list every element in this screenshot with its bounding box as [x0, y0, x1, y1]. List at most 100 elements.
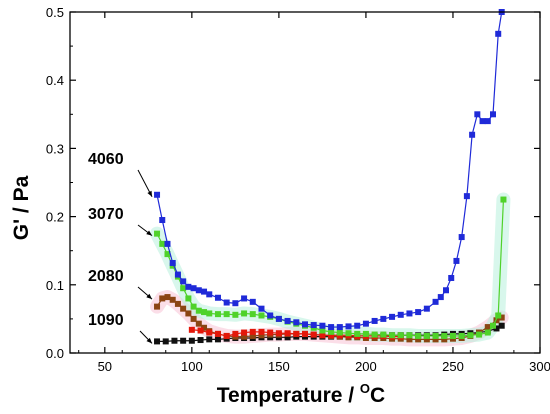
y-tick-label-4: 0.4	[46, 73, 64, 88]
series-4-point-40	[453, 257, 460, 264]
series-4-point-37	[437, 294, 444, 301]
series-1-point-33	[406, 336, 413, 343]
x-tick-label-0: 50	[98, 359, 112, 374]
series-2-point-3	[214, 330, 221, 337]
series-3-point-6	[185, 295, 192, 302]
series-4-point-41	[458, 234, 465, 241]
series-4-point-42	[463, 193, 470, 200]
series-2-point-0	[188, 326, 195, 333]
series-2-point-6	[241, 329, 248, 336]
series-3-point-45	[500, 196, 507, 203]
series-4-point-0	[154, 191, 161, 198]
series-3-point-10	[206, 310, 213, 317]
series-4-point-36	[432, 298, 439, 305]
series-1-point-9	[201, 324, 208, 331]
series-3-point-31	[389, 332, 396, 339]
series-0-point-5	[197, 337, 204, 344]
series-3-point-43	[490, 322, 496, 329]
series-2-point-16	[328, 332, 335, 339]
series-1-point-6	[185, 310, 192, 317]
x-axis-title-unit: C	[370, 384, 385, 407]
series-4-point-3	[169, 259, 176, 266]
series-1-point-42	[484, 324, 491, 331]
series-4-point-9	[201, 288, 208, 295]
series-2-point-15	[319, 332, 326, 339]
series-4-point-44	[474, 111, 481, 118]
y-tick-label-1: 0.1	[46, 278, 64, 293]
series-1-point-1	[159, 295, 166, 302]
annotation-arrowhead-1090	[146, 337, 153, 344]
series-3-point-37	[441, 332, 448, 339]
series-0-point-15	[284, 334, 291, 341]
series-2-point-8	[258, 328, 265, 335]
x-axis-title: Temperature / OC	[217, 381, 385, 407]
series-3-point-38	[449, 332, 456, 339]
series-3-point-32	[397, 332, 404, 339]
axes: 50 100 150 200 250 300 0.0 0.1 0.2 0.3 0.4 0.5	[46, 5, 550, 374]
series-2-point-13	[302, 330, 308, 337]
series-3-point-30	[380, 331, 387, 338]
series-1-point-44	[498, 314, 505, 321]
series-2-point-14	[310, 331, 317, 338]
series-0-point-2	[171, 337, 178, 344]
series-3-point-29	[371, 331, 378, 338]
series-4-point-35	[423, 305, 430, 312]
series-4-point-45	[479, 118, 486, 125]
series-4-point-25	[336, 324, 343, 331]
series-0-point-6	[206, 336, 213, 343]
series-1-point-5	[180, 305, 187, 312]
series-4	[154, 9, 505, 331]
series-3-point-27	[354, 330, 361, 337]
series-3-point-35	[423, 332, 430, 339]
series-4-point-10	[206, 291, 213, 298]
series-3-point-40	[467, 332, 474, 339]
series-2-point-1	[197, 327, 204, 334]
series-4-point-16	[258, 305, 265, 312]
series-2-point-5	[232, 330, 239, 337]
series-3-point-25	[336, 329, 343, 336]
series-4-point-27	[354, 322, 361, 329]
series-4-point-5	[180, 278, 187, 285]
series-1-point-4	[174, 300, 181, 307]
series-4-point-2	[164, 240, 171, 247]
series-3-point-34	[415, 332, 422, 339]
series-4-point-13	[232, 300, 239, 307]
series-4-point-46	[484, 118, 491, 125]
series-3-point-9	[201, 309, 208, 316]
x-tick-label-3: 200	[355, 359, 377, 374]
x-tick-label-4: 250	[442, 359, 464, 374]
annotation-label-3070: 3070	[88, 206, 124, 223]
series-3-point-0	[154, 230, 161, 237]
series-4-point-39	[448, 274, 455, 281]
series-2-point-11	[284, 330, 291, 337]
plot-frame	[69, 11, 541, 354]
series-4-point-33	[406, 310, 413, 317]
series-1-point-8	[195, 320, 202, 327]
series-3-point-28	[362, 330, 369, 337]
series-3-point-44	[495, 312, 502, 319]
y-tick-label-2: 0.2	[46, 210, 64, 225]
series-0-point-7	[214, 336, 221, 343]
series-2-point-9	[267, 329, 274, 336]
x-tick-label-1: 100	[181, 359, 203, 374]
y-tick-label-0: 0.0	[46, 346, 64, 361]
series-3-point-8	[195, 307, 202, 314]
series-3-point-24	[328, 328, 335, 335]
series-1-point-7	[190, 315, 197, 322]
annotation-arrowhead-3070	[146, 230, 153, 236]
series-4-point-21	[302, 321, 308, 328]
series-4-point-43	[469, 131, 476, 138]
series-1-point-35	[423, 336, 430, 343]
series-0-point-3	[180, 337, 187, 344]
series-0-point-4	[188, 337, 195, 344]
series-4-point-18	[275, 315, 282, 322]
series-layer	[154, 9, 507, 345]
x-tick-label-2: 150	[268, 359, 290, 374]
series-0-point-0	[154, 338, 161, 345]
series-1-point-16	[258, 332, 265, 339]
series-4-point-34	[415, 309, 422, 316]
series-2-point-2	[206, 329, 213, 336]
series-0-point-39	[493, 325, 500, 332]
series-4-point-4	[174, 271, 181, 278]
series-4-point-17	[267, 312, 274, 319]
